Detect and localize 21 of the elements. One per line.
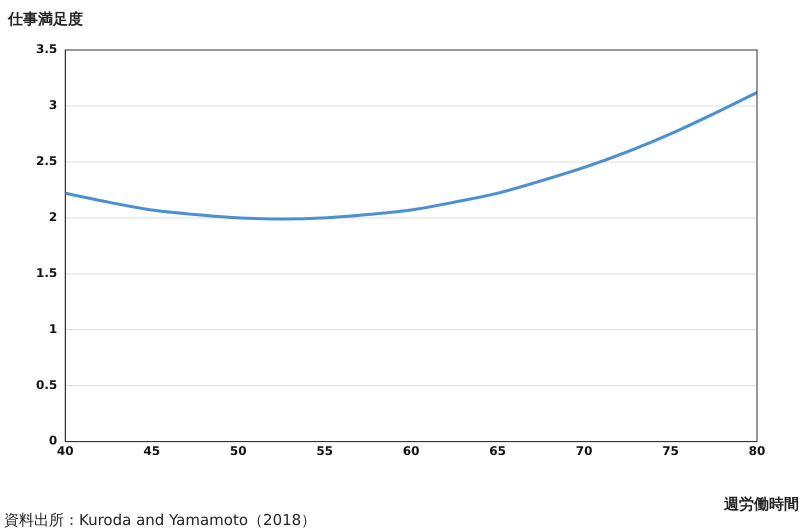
x-tick-label: 65: [489, 444, 506, 458]
y-tick-label: 3: [48, 98, 58, 112]
y-tick-label: 2: [48, 210, 58, 224]
x-tick-label: 80: [748, 444, 766, 458]
y-tick-label: 1.5: [36, 266, 58, 280]
y-tick-label: 0.5: [36, 378, 58, 392]
x-tick-label: 70: [576, 444, 592, 458]
x-tick-label: 40: [56, 444, 74, 458]
y-tick-label: 1: [48, 322, 58, 336]
x-axis-title: 週労働時間: [724, 495, 799, 514]
y-axis-title: 仕事満足度: [8, 10, 83, 29]
y-tick-label: 2.5: [36, 154, 58, 168]
y-tick-label: 3.5: [36, 42, 58, 56]
line-series: [65, 91, 757, 220]
x-tick-label: 50: [230, 444, 247, 458]
x-tick-label: 60: [402, 444, 420, 458]
x-tick-label: 55: [316, 444, 334, 458]
y-tick-label: 0: [48, 434, 58, 448]
x-tick-label: 45: [143, 444, 160, 458]
text: 資料出所：Kuroda and Yamamoto（2018）: [4, 511, 316, 530]
x-tick-label: 75: [662, 444, 679, 458]
